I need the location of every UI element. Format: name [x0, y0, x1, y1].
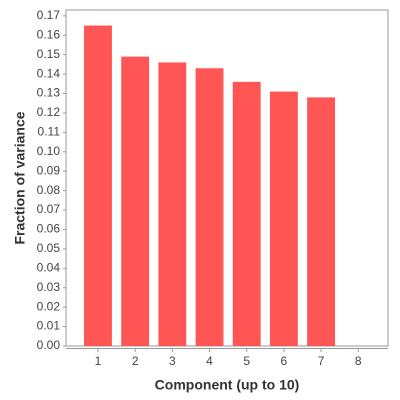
x-tick-label: 6: [281, 354, 288, 368]
y-tick-label: 0.12: [37, 105, 61, 119]
bar: [84, 25, 112, 347]
y-tick-label: 0.07: [37, 202, 61, 216]
x-tick-label: 2: [132, 354, 139, 368]
y-tick-label: 0.17: [37, 8, 61, 22]
bar: [232, 81, 261, 347]
bar: [307, 97, 336, 347]
y-tick-label: 0.08: [37, 183, 61, 197]
x-tick-label: 4: [206, 354, 213, 368]
y-tick-label: 0.15: [37, 47, 61, 61]
y-tick-label: 0.16: [37, 27, 61, 41]
y-tick-label: 0.02: [37, 299, 61, 313]
plot-frame: [65, 9, 389, 347]
y-tick-label: 0.13: [37, 86, 61, 100]
y-tick-label: 0.11: [38, 125, 61, 139]
y-tick-label: 0.04: [37, 260, 61, 274]
y-tick-label: 0.01: [37, 319, 61, 333]
y-tick-label: 0.10: [37, 144, 61, 158]
y-tick-label: 0.09: [37, 163, 61, 177]
y-tick-label: 0.03: [37, 280, 61, 294]
x-tick-label: 5: [243, 354, 250, 368]
bar: [269, 91, 298, 346]
x-tick-label: 3: [169, 354, 176, 368]
x-tick-label: 7: [318, 354, 325, 368]
y-tick-label: 0.06: [37, 222, 61, 236]
y-tick-label: 0.00: [37, 338, 61, 352]
bar: [195, 68, 224, 346]
bar: [158, 62, 187, 347]
y-tick-label: 0.14: [37, 66, 61, 80]
x-axis-label: Component (up to 10): [155, 377, 300, 393]
bar: [121, 56, 150, 346]
y-tick-label: 0.05: [37, 241, 61, 255]
x-tick-label: 8: [355, 354, 362, 368]
y-axis-label: Fraction of variance: [12, 111, 28, 244]
x-tick-label: 1: [95, 354, 102, 368]
